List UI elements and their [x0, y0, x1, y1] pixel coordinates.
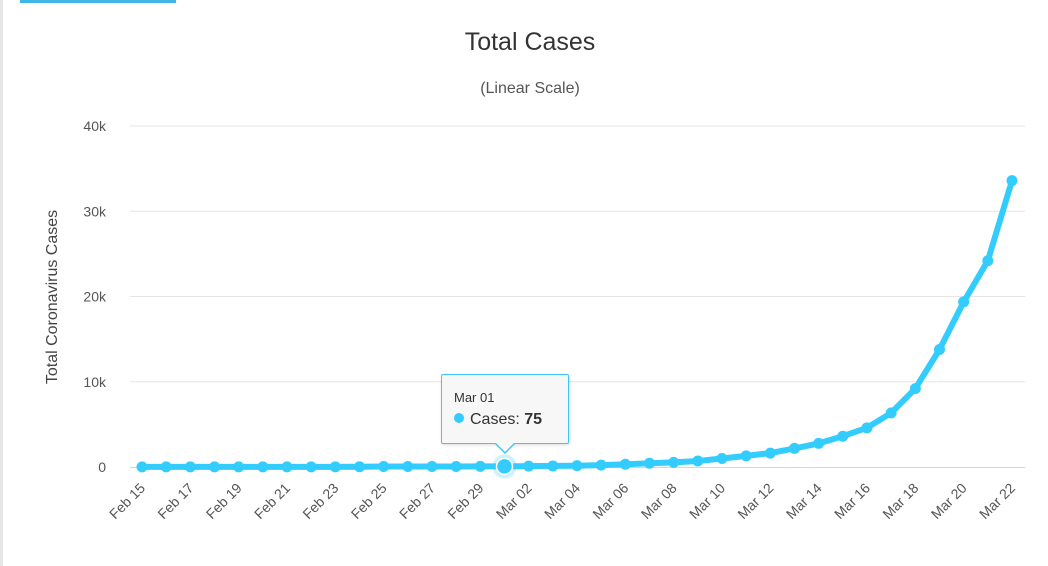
- y-axis-ticks: 0 10k 20k 30k 40k: [83, 118, 107, 475]
- data-point[interactable]: [426, 460, 438, 472]
- data-point[interactable]: [644, 457, 655, 469]
- x-tick-label: Mar 08: [638, 480, 680, 522]
- data-point[interactable]: [547, 460, 559, 472]
- x-tick-label: Mar 02: [493, 480, 535, 522]
- y-axis-label: Total Coronavirus Cases: [44, 210, 61, 384]
- x-tick-label: Mar 18: [879, 480, 921, 522]
- chart-subtitle: (Linear Scale): [480, 80, 580, 97]
- tooltip-pointer-fill: [495, 442, 515, 452]
- data-point[interactable]: [233, 461, 245, 473]
- data-point[interactable]: [958, 296, 970, 308]
- data-point[interactable]: [789, 442, 800, 454]
- gridlines: [130, 125, 1025, 383]
- data-point[interactable]: [764, 447, 776, 459]
- x-tick-label: Mar 20: [928, 480, 970, 522]
- x-tick-label: Feb 15: [106, 480, 148, 522]
- tooltip-row: Cases: 75: [454, 411, 542, 429]
- y-tick-label: 40k: [83, 118, 107, 134]
- top-accent-bar: [20, 0, 176, 3]
- data-point[interactable]: [1006, 175, 1018, 187]
- x-tick-label: Mar 14: [783, 480, 825, 522]
- data-point[interactable]: [716, 453, 728, 465]
- x-tick-label: Feb 29: [444, 480, 486, 522]
- y-tick-label: 30k: [83, 203, 107, 219]
- tooltip-series-dot: [454, 413, 464, 423]
- data-point-hovered[interactable]: [495, 457, 514, 476]
- data-point[interactable]: [861, 422, 873, 434]
- y-tick-label: 10k: [83, 374, 107, 390]
- y-tick-label: 0: [98, 459, 106, 475]
- tooltip-date: Mar 01: [454, 390, 495, 405]
- data-point[interactable]: [619, 458, 631, 470]
- data-point[interactable]: [329, 461, 341, 473]
- series-points-cases: [136, 175, 1018, 479]
- x-tick-label: Feb 27: [396, 480, 438, 522]
- data-point[interactable]: [184, 461, 196, 473]
- data-point[interactable]: [305, 461, 317, 473]
- series-line-cases: [139, 177, 1015, 470]
- data-point[interactable]: [837, 430, 849, 442]
- data-point[interactable]: [450, 460, 462, 472]
- data-point[interactable]: [668, 456, 680, 468]
- data-point[interactable]: [692, 455, 704, 467]
- data-point[interactable]: [281, 461, 293, 473]
- x-tick-label: Mar 06: [589, 480, 631, 522]
- data-point[interactable]: [257, 461, 269, 473]
- data-point[interactable]: [595, 459, 607, 471]
- data-point[interactable]: [160, 461, 172, 473]
- data-point[interactable]: [209, 461, 220, 473]
- x-axis-ticks: Feb 15 Feb 17 Feb 19 Feb 21 Feb 23 Feb 25 Feb …: [106, 480, 1018, 522]
- data-point[interactable]: [934, 344, 945, 356]
- data-point[interactable]: [136, 461, 148, 473]
- x-tick-label: Mar 12: [734, 480, 776, 522]
- y-tick-label: 20k: [83, 289, 107, 305]
- data-point[interactable]: [982, 255, 994, 267]
- data-point[interactable]: [354, 461, 365, 473]
- tooltip-value: 75: [524, 411, 543, 428]
- x-tick-label: Mar 04: [541, 480, 583, 522]
- data-point[interactable]: [885, 407, 897, 419]
- x-tick-label: Feb 23: [299, 480, 341, 522]
- data-point[interactable]: [523, 460, 535, 472]
- chart-title: Total Cases: [464, 28, 596, 56]
- data-point[interactable]: [474, 460, 486, 472]
- x-tick-label: Mar 10: [686, 480, 728, 522]
- data-point[interactable]: [378, 461, 390, 473]
- panel-left-border: [0, 0, 3, 566]
- tooltip: Mar 01 Cases: 75: [441, 374, 569, 444]
- x-tick-label: Mar 16: [831, 480, 873, 522]
- x-tick-label: Feb 19: [203, 480, 245, 522]
- x-tick-label: Feb 25: [348, 480, 390, 522]
- data-point[interactable]: [571, 460, 583, 472]
- data-point[interactable]: [909, 383, 921, 395]
- data-point[interactable]: [813, 437, 825, 449]
- x-tick-label: Feb 17: [154, 480, 196, 522]
- tooltip-series-name: Cases: [470, 411, 516, 428]
- data-point[interactable]: [402, 461, 414, 473]
- x-tick-label: Feb 21: [251, 480, 293, 522]
- x-tick-label: Mar 22: [976, 480, 1018, 522]
- data-point[interactable]: [740, 450, 752, 462]
